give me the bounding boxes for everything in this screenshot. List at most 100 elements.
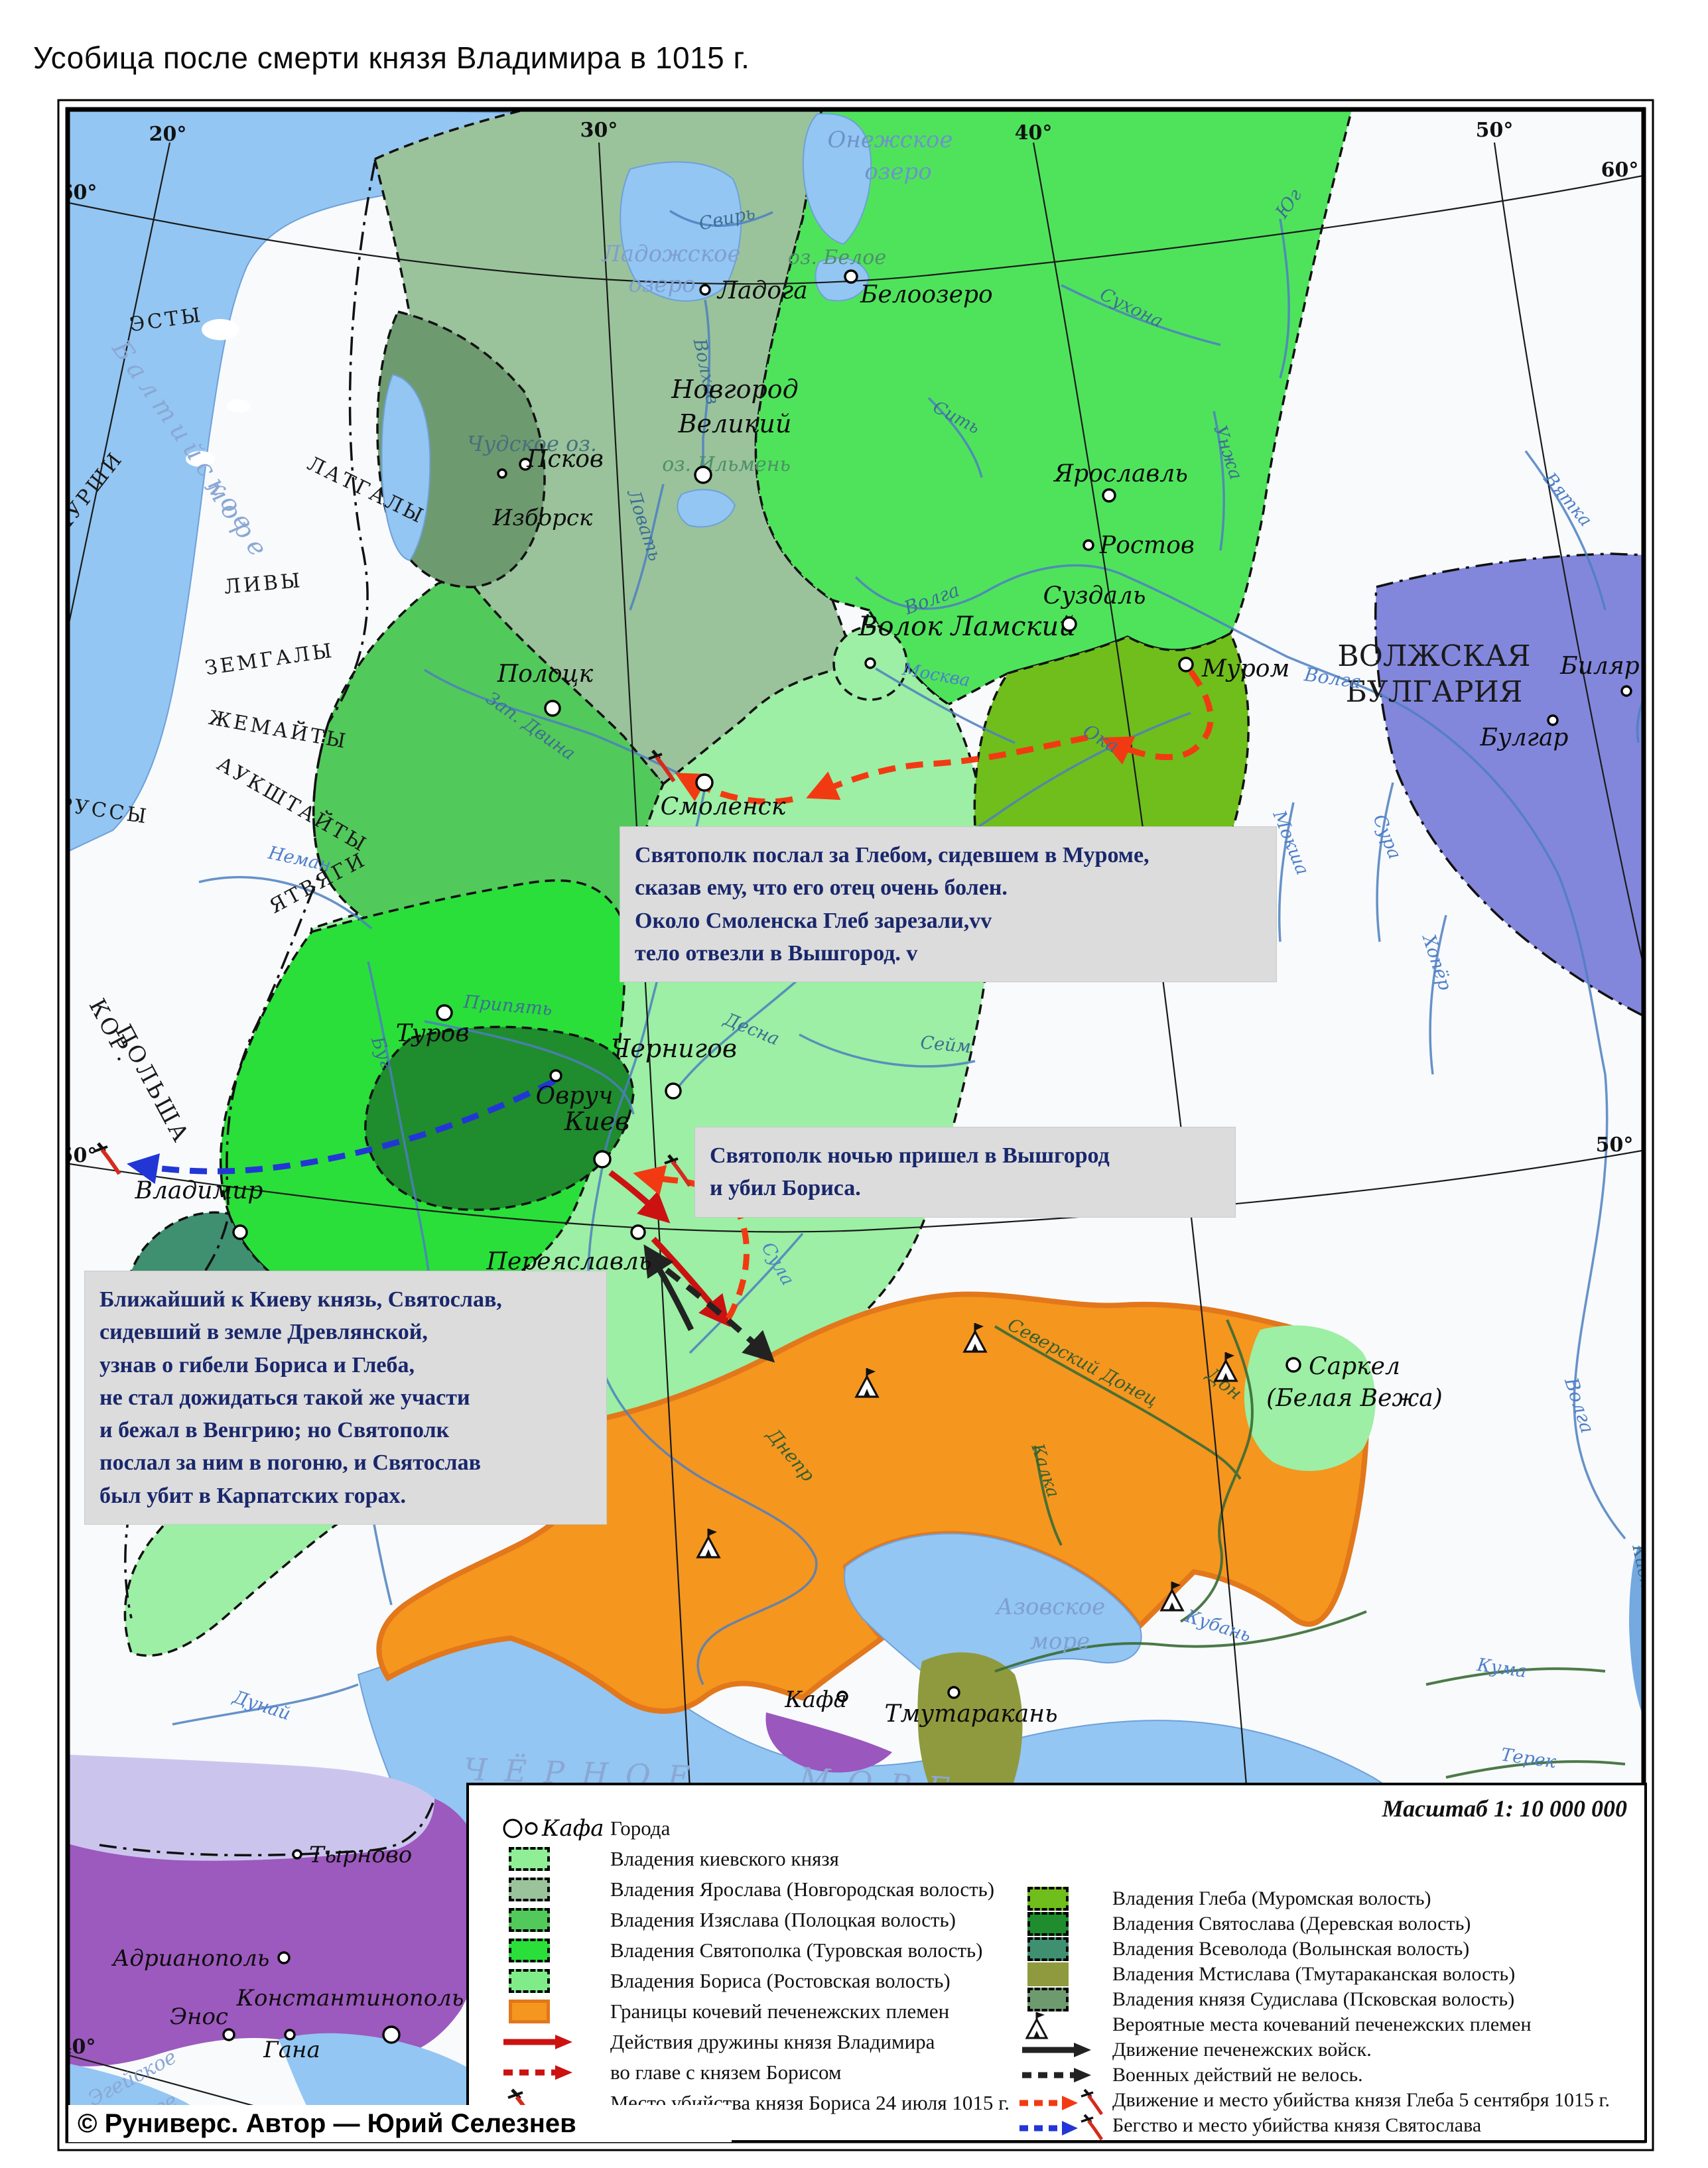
river-label: Сейм [919,1033,972,1058]
legend-row: Владения Глеба (Муромская волость) [1013,1886,1643,1911]
legend-swatch [1027,1887,1069,1911]
annotation-svyatoslav-flight: Ближайший к Киеву князь, Святослав, сидев… [85,1271,606,1525]
city-dot [1178,657,1194,672]
city-Туров: Туров [396,1004,469,1047]
legend-label: Движение и место убийства князя Глеба 5 … [1112,2089,1610,2111]
arrow-saber-icon [1019,2114,1103,2140]
city-Ярославль: Ярославль [1053,460,1188,503]
legend-symbol [1013,2008,1112,2041]
legend-row: Кафа Города [494,1813,1005,1844]
city-Полоцк: Полоцк [497,661,594,717]
legend-row: Владения киевского князя [494,1844,1005,1874]
city-label: Переяславль [486,1248,652,1275]
legend-row: Действия дружины князя Владимира [494,2027,1005,2057]
graticule-label: 60° [60,181,98,204]
annotation-line: тело отвезли в Вышгород. v [635,940,918,966]
legend-label: Владения князя Судислава (Псковская воло… [1112,1988,1515,2010]
legend-row: Владения князя Судислава (Псковская воло… [1013,1987,1643,2012]
city-label: Владимир [135,1177,263,1204]
legend-swatch [509,1847,550,1871]
legend-symbol [1013,1937,1112,1961]
city-label: Великий [678,409,792,438]
city-Киев: Киев [564,1107,629,1169]
city-label: Биляр [1559,653,1639,680]
legend-swatch [1027,1912,1069,1936]
city-dot [382,2025,401,2044]
arrow-saber-icon [1019,2088,1103,2115]
city-label: Ярославль [1053,460,1188,487]
city-label: Гана [263,2037,320,2063]
legend-symbol [494,2000,610,2023]
city-dot [1102,488,1116,503]
city-label: Волок Ламский [858,611,1076,642]
city-Изборск: Изборск [492,468,593,531]
city-Овруч: Овруч [536,1069,614,1110]
annotation-line: сидевший в земле Древлянской, [99,1320,428,1345]
legend-row: Бегство и место убийства князя Святослав… [1013,2113,1643,2140]
city-Ладога: Ладога [699,277,808,304]
city-Владимир: Владимир [135,1177,263,1240]
legend-symbol [1013,2065,1112,2085]
city-dot [544,700,561,717]
annotation-line: и бежал в Венгрию; но Святополк [99,1418,450,1443]
city-dot [497,468,507,479]
city-dot [630,1224,646,1240]
city-label: Энос [170,2004,228,2030]
city-Тырново: Тырново [292,1842,412,1868]
city-label: Кафа [784,1687,846,1713]
city-dot [1620,685,1632,697]
city-label: Чернигов [611,1034,737,1063]
legend-label: Владения Изяслава (Полоцкая волость) [610,1908,956,1931]
city-label: Тмутаракань [884,1700,1057,1728]
annotation-line: сказав ему, что его отец очень болен. [635,875,1008,901]
water-label: озеро [628,271,695,298]
dashed-arrow-icon [1022,2068,1091,2082]
city-dot [1061,616,1077,632]
city-label: Смоленск [661,793,786,820]
annotation-line: Ближайший к Киеву князь, Святослав, [99,1287,502,1312]
city-Гана: Гана [263,2029,320,2063]
city-label: Саркел [1309,1353,1400,1380]
city-label: Ростов [1099,532,1195,559]
city-Волок Ламский: Волок Ламский [858,611,1076,669]
city-dot [1285,1357,1301,1373]
legend-label: Владения Святослава (Деревская волость) [1112,1913,1471,1935]
annotation-boris-murder: Святополк ночью пришел в Вышгород и убил … [695,1127,1235,1217]
legend-column-left: Кафа Города Владения киевского князя Владен… [494,1813,1010,2119]
legend-row: Владения Святополка (Туровская волость) [494,1935,1005,1966]
city-Чернигов: Чернигов [611,1034,737,1100]
legend-label: Владения Глеба (Муромская волость) [1112,1887,1431,1909]
legend-swatch [509,1969,550,1993]
city-dot [284,2029,296,2041]
legend-row: Владения Мстислава (Тмутараканская волос… [1013,1962,1643,1987]
city-Константинополь: Константинополь [236,1985,464,2044]
legend-label: Границы кочевий печенежских племен [610,2000,950,2023]
legend-swatch [509,2000,550,2023]
city-Энос: Энос [170,2004,235,2041]
city-Переяславль: Переяславль [486,1224,652,1275]
city-Смоленск: Смоленск [661,773,786,820]
legend-symbol [1013,2040,1112,2060]
legend-symbol [1013,1988,1112,2011]
city-symbols-icon: Кафа [503,1815,604,1842]
legend-swatch [1027,1962,1069,1986]
dashed-arrow-icon [503,2065,572,2080]
graticule-label: 50° [1596,1133,1634,1157]
city-label: Овруч [536,1082,614,1110]
city-Ростов: Ростов [1083,532,1195,559]
graticule-label: 20° [149,123,187,146]
annotation-line: и убил Бориса. [710,1176,861,1201]
legend-label: Владения Мстислава (Тмутараканская волос… [1112,1963,1516,1985]
legend-label: Владения Бориса (Ростовская волость) [610,1969,951,1992]
city-dot [519,458,532,471]
legend-label: Действия дружины князя Владимира [610,2030,935,2053]
city-label: Ладога [716,277,808,304]
legend-row: Движение и место убийства князя Глеба 5 … [1013,2088,1643,2115]
legend-swatch [509,1939,550,1962]
city-dot [836,1690,848,1702]
city-Белоозеро: Белоозеро [844,269,993,308]
city-Новгород Великий: Новгород Великий [671,375,799,484]
city-dot [694,466,712,484]
region-label: ВОЛЖСКАЯ [1337,639,1530,673]
legend-label: во главе с князем Борисом [610,2061,842,2084]
